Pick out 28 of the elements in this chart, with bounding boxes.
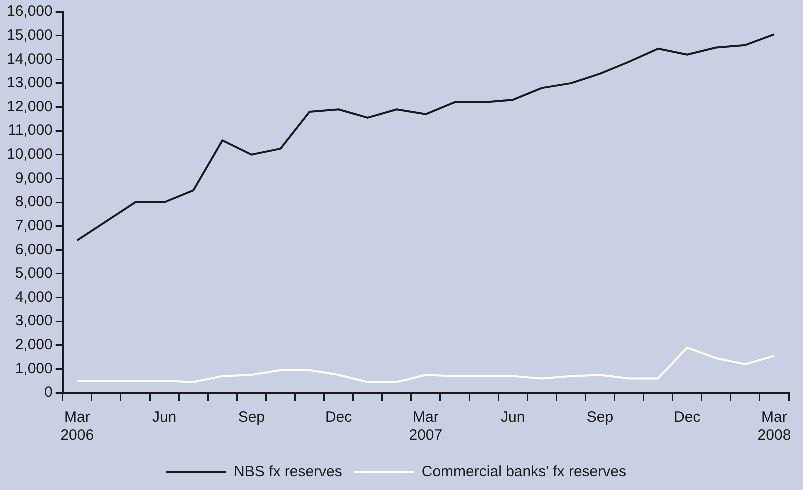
x-tick-label: Sep [586,409,614,426]
y-tick-label: 2,000 [15,336,53,354]
x-tick-label: Jun [152,409,177,426]
y-tick-label: 9,000 [15,170,53,187]
y-tick-label: 4,000 [15,288,53,306]
y-tick-label: 1,000 [15,360,53,378]
x-tick-label: Jun [500,409,526,426]
y-tick-label: 5,000 [15,265,53,282]
y-tick-label: 16,000 [6,3,53,20]
y-tick-label: 0 [44,384,53,402]
legend-label: Commercial banks' fx reserves [422,464,626,481]
y-tick-label: 10,000 [6,146,53,164]
y-tick-label: 11,000 [8,122,53,140]
x-tick-label: Mar 2006 [60,409,94,444]
x-tick-label: Mar 2007 [409,409,443,444]
x-tick-label: Sep [238,409,266,426]
y-tick-label: 6,000 [15,241,53,258]
y-tick-label: 7,000 [15,217,53,234]
x-tick-label: Mar 2008 [758,409,792,444]
y-tick-label: 3,000 [15,312,53,330]
legend-label: NBS fx reserves [234,464,342,481]
x-tick-label: Dec [325,409,353,426]
x-tick-label: Dec [674,409,702,426]
y-tick-label: 13,000 [6,74,53,92]
y-tick-label: 8,000 [15,194,53,211]
y-tick-label: 14,000 [6,50,53,68]
y-tick-label: 12,000 [6,98,53,116]
y-tick-label: 15,000 [6,26,53,44]
